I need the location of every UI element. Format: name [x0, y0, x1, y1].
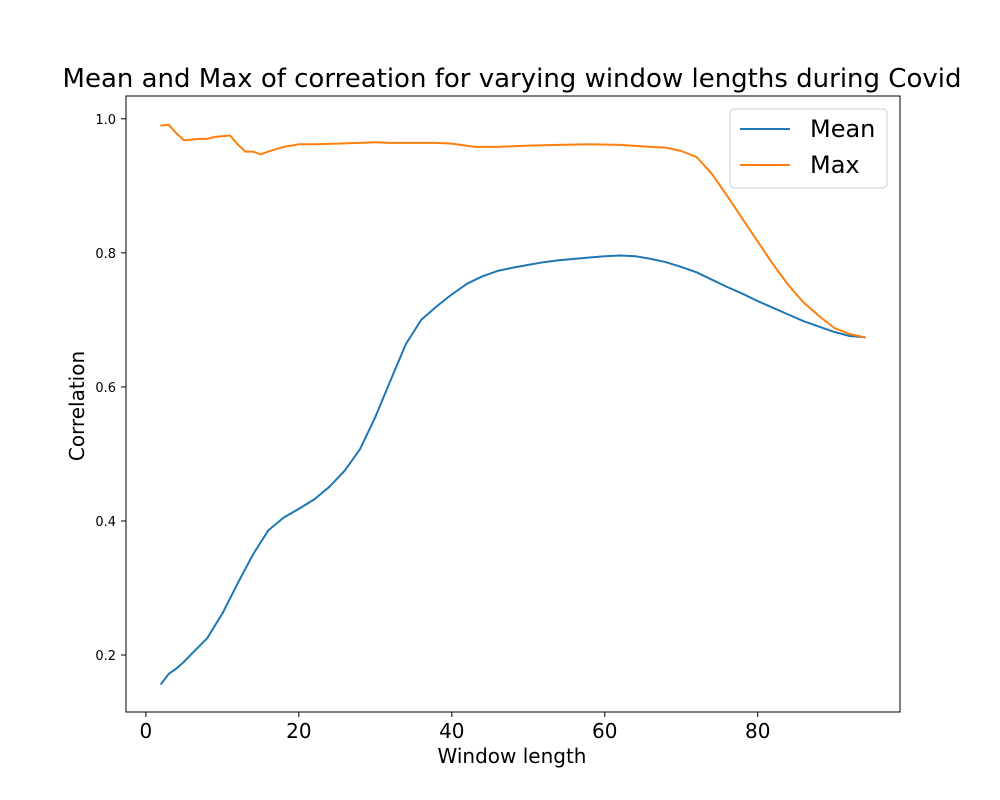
x-tick-label: 60 — [592, 719, 617, 743]
x-tick-label: 0 — [140, 719, 153, 743]
legend: Mean Max — [729, 108, 888, 189]
y-axis-label: Correlation — [65, 351, 89, 461]
y-tick-label: 0.4 — [95, 515, 116, 530]
legend-label-max: Max — [810, 151, 860, 179]
x-tick-label: 80 — [745, 719, 770, 743]
x-axis-label: Window length — [438, 744, 587, 768]
chart-title: Mean and Max of correation for varying w… — [63, 64, 962, 94]
x-tick-label: 40 — [439, 719, 464, 743]
plot-frame — [125, 95, 901, 713]
y-tick-label: 0.2 — [95, 649, 116, 664]
x-tick-label: 20 — [286, 719, 311, 743]
y-tick-label: 0.8 — [95, 247, 116, 262]
y-tick-label: 1.0 — [95, 113, 116, 128]
series-line-mean — [160, 254, 866, 685]
y-tick-label: 0.6 — [95, 381, 116, 396]
legend-label-mean: Mean — [810, 115, 875, 143]
series-line-max — [160, 123, 866, 339]
plot-area: 0 20 40 60 80 0.2 0.4 0.6 0.8 1.0 — [95, 95, 901, 743]
